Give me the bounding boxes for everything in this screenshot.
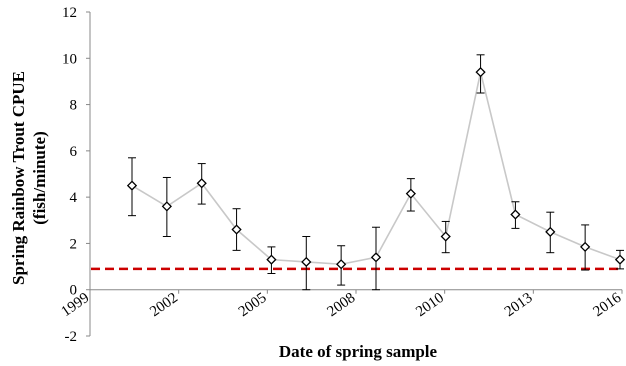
y-tick-label: 6	[70, 144, 78, 160]
x-tick-label: 2002	[147, 290, 181, 320]
data-point	[231, 224, 242, 235]
data-point	[161, 201, 172, 212]
data-point	[370, 252, 382, 263]
x-tick-label: 2005	[236, 290, 270, 320]
y-tick-label: 12	[62, 5, 77, 21]
x-tick-label: 1999	[59, 290, 93, 320]
y-axis-title-line1: Spring Rainbow Trout CPUE	[9, 71, 28, 285]
data-point	[545, 226, 556, 237]
data-point	[301, 256, 312, 268]
tick-labels-group: -2 0 2 4 6 8 10 12 1999 2002 2005 2008 2010 2013 2016	[59, 5, 625, 345]
data-point	[475, 67, 486, 78]
x-tick-label: 2008	[325, 290, 359, 320]
data-point	[336, 259, 347, 270]
y-axis-title: Spring Rainbow Trout CPUE (fish/minute)	[9, 71, 49, 285]
y-axis-title-line2: (fish/minute)	[30, 131, 49, 225]
y-tick-label: 8	[70, 98, 78, 114]
x-tick-label: 2016	[591, 290, 625, 321]
chart-axes	[86, 11, 623, 337]
data-point	[405, 188, 416, 199]
y-tick-label: 4	[70, 190, 78, 206]
y-tick-label: 2	[70, 236, 78, 252]
data-point	[266, 254, 277, 265]
x-tick-label: 2010	[413, 290, 447, 320]
data-point	[196, 178, 207, 189]
data-point	[440, 231, 451, 242]
error-bars-group	[128, 54, 624, 291]
y-tick-label: -2	[65, 329, 78, 345]
data-points-group	[126, 67, 626, 270]
data-point	[510, 209, 521, 220]
data-point	[126, 180, 138, 191]
data-point	[614, 254, 626, 265]
y-tick-label: 10	[62, 51, 77, 67]
x-tick-label: 2013	[502, 290, 536, 320]
data-point	[580, 241, 591, 253]
x-axis-title: Date of spring sample	[279, 342, 438, 361]
y-tick-label: 0	[70, 283, 78, 299]
